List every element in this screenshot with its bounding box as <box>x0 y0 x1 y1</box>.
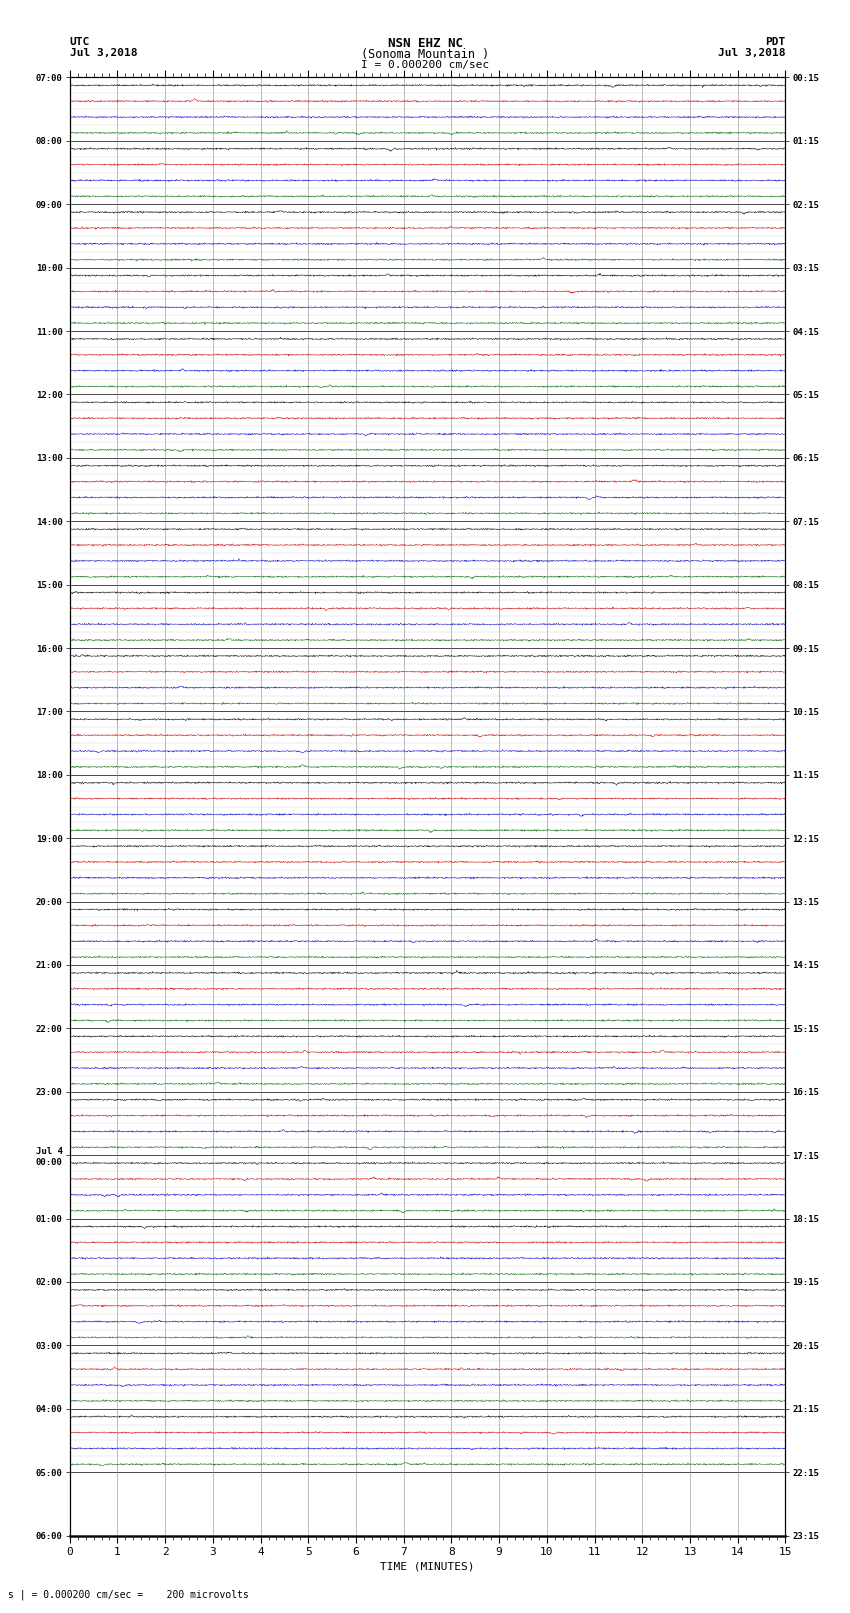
Text: Jul 3,2018: Jul 3,2018 <box>70 48 137 58</box>
Text: (Sonoma Mountain ): (Sonoma Mountain ) <box>361 48 489 61</box>
Text: Jul 3,2018: Jul 3,2018 <box>718 48 785 58</box>
Text: NSN EHZ NC: NSN EHZ NC <box>388 37 462 50</box>
Text: s | = 0.000200 cm/sec =    200 microvolts: s | = 0.000200 cm/sec = 200 microvolts <box>8 1589 249 1600</box>
Text: UTC: UTC <box>70 37 90 47</box>
Text: PDT: PDT <box>765 37 785 47</box>
X-axis label: TIME (MINUTES): TIME (MINUTES) <box>380 1561 475 1571</box>
Text: I = 0.000200 cm/sec: I = 0.000200 cm/sec <box>361 60 489 69</box>
